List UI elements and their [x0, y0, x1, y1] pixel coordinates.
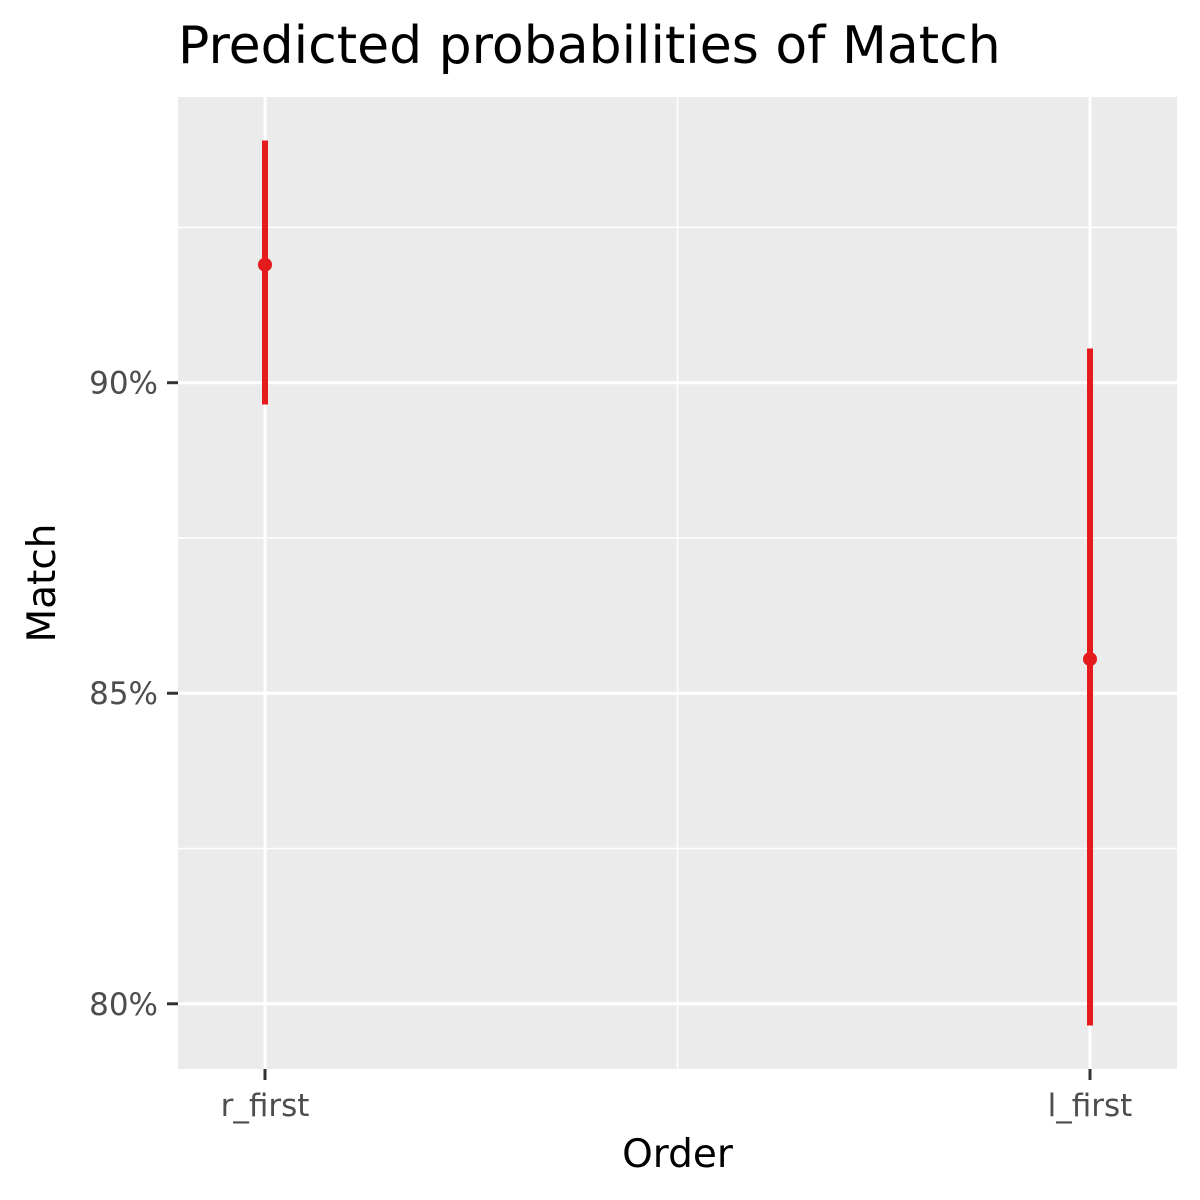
y-axis: 80% 85% 90%	[89, 366, 178, 1023]
y-axis-title: Match	[20, 524, 65, 643]
y-tick-label-2: 90%	[89, 366, 158, 402]
x-tick-label-0: r_first	[221, 1088, 310, 1124]
x-axis: r_first l_first	[221, 1069, 1133, 1124]
y-tick-label-1: 85%	[89, 676, 158, 712]
point-r_first	[258, 257, 272, 272]
x-axis-title: Order	[622, 1132, 734, 1177]
grid-minor	[178, 97, 1177, 1069]
data-marks	[258, 140, 1097, 1026]
y-tick-label-0: 80%	[89, 987, 158, 1023]
x-tick-label-1: l_first	[1048, 1088, 1133, 1124]
chart-title: Predicted probabilities of Match	[178, 16, 1001, 76]
point-l_first	[1083, 652, 1097, 667]
